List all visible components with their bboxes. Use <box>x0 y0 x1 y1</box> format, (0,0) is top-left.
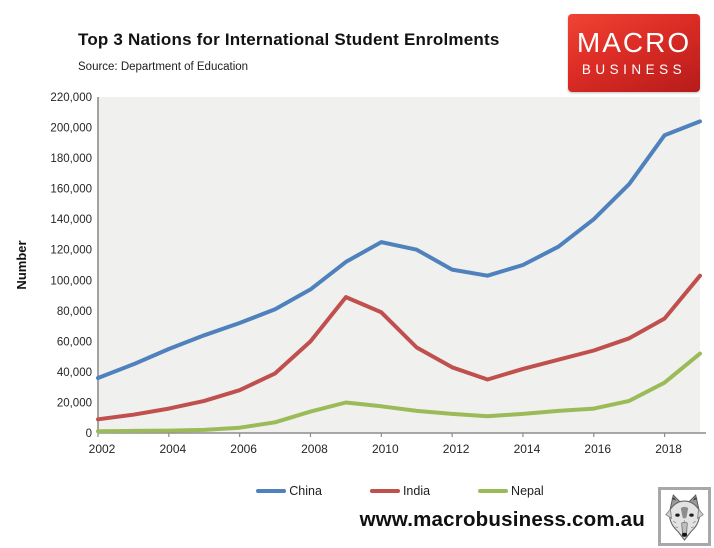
chart-legend: China India Nepal <box>43 484 714 498</box>
x-tick-label: 2006 <box>230 442 257 456</box>
y-tick-label: 60,000 <box>57 336 92 348</box>
x-tick-label: 2002 <box>89 442 116 456</box>
y-tick-label: 40,000 <box>57 367 92 379</box>
y-tick-label: 140,000 <box>50 214 92 226</box>
series-line-nepal <box>96 351 702 434</box>
legend-item-china: China <box>256 484 322 498</box>
legend-label-india: India <box>402 484 431 498</box>
legend-label-china: China <box>289 484 322 498</box>
nepal-line-swatch-icon <box>478 489 509 493</box>
chart-source: Source: Department of Education <box>78 61 249 73</box>
series-line-china <box>96 119 702 380</box>
y-tick-label: 160,000 <box>50 184 92 196</box>
logo-text-macro: MACRO <box>576 27 692 58</box>
y-tick-label: 100,000 <box>50 275 92 287</box>
y-tick-label: 120,000 <box>50 245 92 257</box>
y-tick-label: 20,000 <box>57 397 92 409</box>
y-tick-label: 220,000 <box>50 92 92 104</box>
legend-item-india: India <box>369 484 431 498</box>
y-tick-label: 0 <box>86 428 92 440</box>
y-axis-title: Number <box>14 240 29 289</box>
x-tick-label: 2004 <box>159 442 186 456</box>
y-tick-label: 80,000 <box>57 306 92 318</box>
india-line-swatch-icon <box>369 489 400 493</box>
wolf-logo <box>658 487 711 546</box>
x-tick-label: 2018 <box>655 442 682 456</box>
x-tick-label: 2016 <box>584 442 611 456</box>
y-tick-label: 180,000 <box>50 153 92 165</box>
legend-item-nepal: Nepal <box>478 484 544 498</box>
website-url: www.macrobusiness.com.au <box>359 508 645 531</box>
china-line-swatch-icon <box>256 489 287 493</box>
chart-title: Top 3 Nations for International Student … <box>78 30 500 49</box>
x-tick-label: 2014 <box>514 442 541 456</box>
legend-label-nepal: Nepal <box>511 484 544 498</box>
x-tick-label: 2008 <box>301 442 328 456</box>
x-tick-label: 2010 <box>372 442 399 456</box>
logo-text-business: BUSINESS <box>581 62 687 77</box>
wolf-icon <box>665 493 704 541</box>
y-tick-label: 200,000 <box>50 123 92 135</box>
macrobusiness-logo: MACRO BUSINESS <box>568 14 700 92</box>
plot-background <box>98 97 700 433</box>
series-line-india <box>96 273 702 422</box>
x-tick-label: 2012 <box>443 442 470 456</box>
